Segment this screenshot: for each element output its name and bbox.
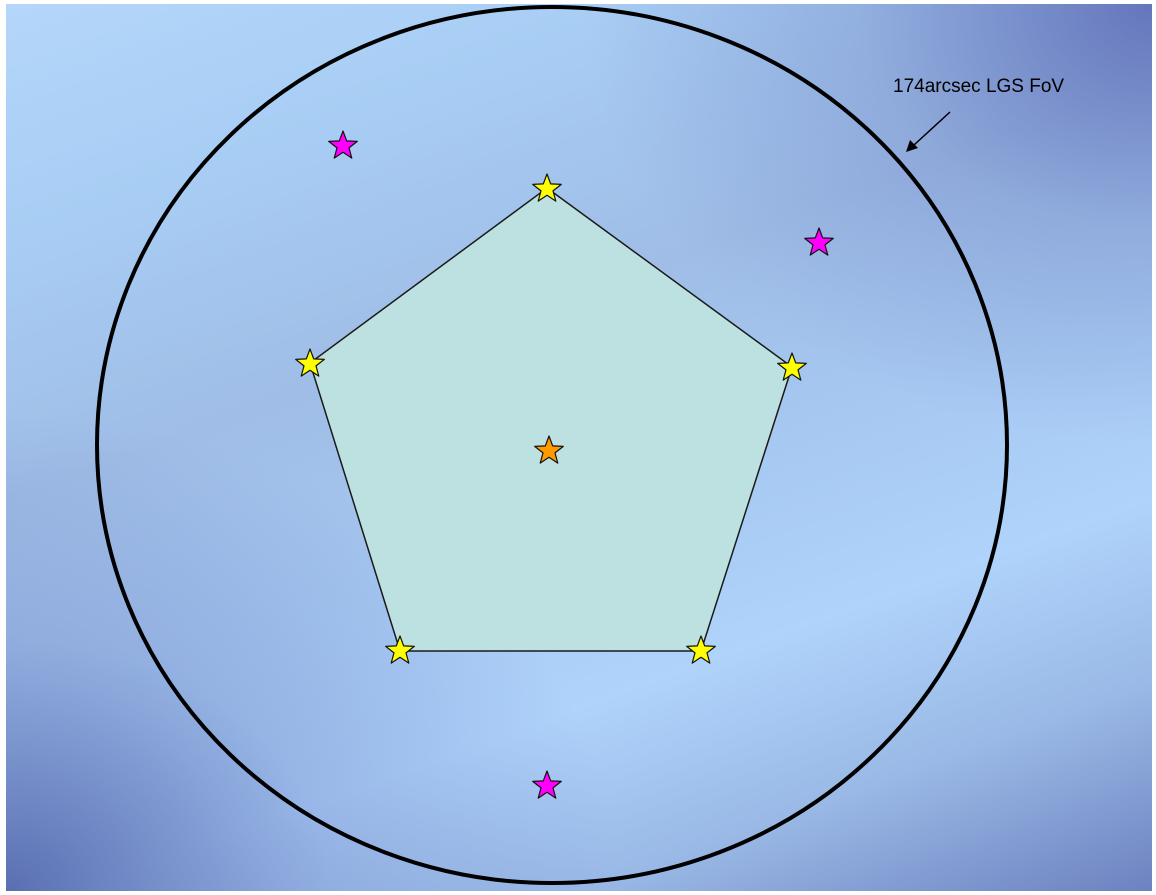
lgs-star-bottom-right	[686, 635, 716, 664]
fov-arrow	[906, 111, 951, 152]
lgs-star-right	[777, 352, 807, 381]
fov-circle	[95, 5, 1009, 885]
lgs-star-left	[295, 348, 325, 377]
ngs-star-upper-left	[328, 130, 358, 159]
ngs-star-bottom	[532, 770, 562, 799]
lgs-pentagon	[309, 187, 793, 652]
lgs-star-top	[532, 173, 562, 202]
lgs-star-bottom-left	[385, 635, 415, 664]
center-star	[534, 435, 564, 464]
fov-label: 174arcsec LGS FoV	[893, 76, 1065, 97]
ngs-star-right	[804, 227, 834, 256]
